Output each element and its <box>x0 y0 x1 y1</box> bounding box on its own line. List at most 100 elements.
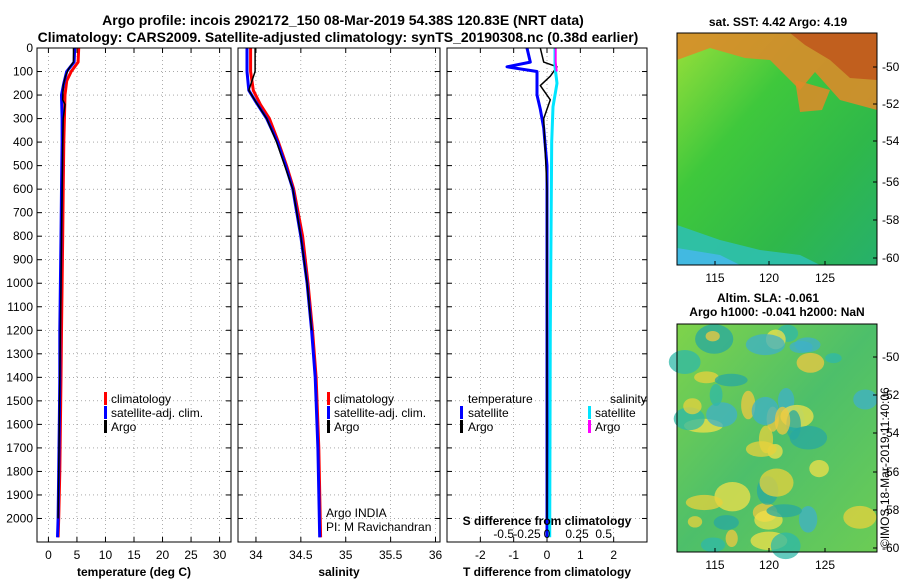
sla-map-frame <box>676 323 878 553</box>
y-tick-label: 1100 <box>7 300 33 314</box>
lon-tick-label: 120 <box>759 558 779 572</box>
series-line-temperature-argo <box>539 47 558 519</box>
x-tick-label: 0 <box>45 548 52 562</box>
lat-tick-label: -56 <box>882 465 900 479</box>
x-tick-label: -2 <box>475 548 486 562</box>
lat-tick-label: -54 <box>882 134 900 148</box>
s-tick-label: -0.25 <box>513 527 541 541</box>
x-tick-label: 2 <box>610 548 617 562</box>
sla-blob <box>725 529 738 548</box>
y-tick-label: 500 <box>13 159 33 173</box>
sst-map-axes: -50 -52 -54 -56 -58 -60 115 120 125 <box>705 60 899 285</box>
x-tick-label: 10 <box>99 548 113 562</box>
sst-patch <box>795 80 830 112</box>
legend-title-temperature: temperature <box>468 392 533 406</box>
sla-blob <box>796 352 825 373</box>
sla-blob <box>687 516 703 528</box>
lat-tick-label: -58 <box>882 503 900 517</box>
legend-swatch-t-argo <box>460 420 463 433</box>
lat-tick-label: -50 <box>882 350 900 364</box>
sla-map-title-line1: Altim. SLA: -0.061 <box>717 291 819 305</box>
legend-title-salinity: salinity <box>610 392 647 406</box>
legend-swatch-s-argo <box>588 420 591 433</box>
lat-tick-label: -60 <box>882 251 900 265</box>
legend-swatch-s-satellite <box>588 406 591 419</box>
x-axis-label: salinity <box>318 565 360 579</box>
sla-map-axes: -50 -52 -54 -56 -58 -60 115 120 125 <box>705 350 899 572</box>
sla-blob <box>705 331 720 342</box>
legend-label-argo: Argo <box>111 420 137 434</box>
temperature-legend: climatology satellite-adj. clim. Argo <box>104 392 203 434</box>
salinity-legend: climatology satellite-adj. clim. Argo <box>327 392 426 434</box>
sst-map-frame <box>676 32 878 266</box>
y-tick-label: 1600 <box>6 417 33 431</box>
sla-blob <box>770 532 801 560</box>
legend-label-climatology: climatology <box>111 392 171 406</box>
x-tick-label: 0 <box>544 548 551 562</box>
sla-map-title-line2: Argo h1000: -0.041 h2000: NaN <box>689 305 864 319</box>
y-tick-label: 1700 <box>6 441 33 455</box>
sla-blob <box>713 515 739 530</box>
legend-swatch-satellite <box>104 406 107 419</box>
series-line-salinity-satellite <box>548 48 559 538</box>
y-tick-label: 1900 <box>6 488 33 502</box>
y-tick-label: 1000 <box>6 276 33 290</box>
difference-legend: temperature salinity satellite Argo sate… <box>460 392 647 434</box>
sla-blob <box>853 389 878 410</box>
legend-label-s-argo: Argo <box>595 420 621 434</box>
series-line-satellite-adj-clim- <box>56 47 77 538</box>
sla-blob <box>714 482 751 512</box>
x-tick-label: 15 <box>127 548 141 562</box>
sst-coldest-region <box>677 248 740 265</box>
x-tick-label: 25 <box>184 548 198 562</box>
y-tick-label: 700 <box>13 206 33 220</box>
s-tick-label: 0.25 <box>565 527 589 541</box>
x-tick-label: 34.5 <box>289 548 313 562</box>
annotation-argo-india: Argo INDIA <box>326 506 387 520</box>
series-line-climatology <box>249 48 323 538</box>
series-line-argo <box>248 48 313 331</box>
y-tick-label: 1800 <box>6 464 33 478</box>
legend-label-t-satellite: satellite <box>468 406 509 420</box>
sla-blob <box>789 425 828 450</box>
y-tick-label: 0 <box>26 41 33 55</box>
lon-tick-label: 115 <box>705 271 724 285</box>
legend-swatch-climatology <box>104 392 107 405</box>
lat-tick-label: -54 <box>882 426 900 440</box>
sla-blob <box>766 504 802 518</box>
sla-blob <box>668 350 701 374</box>
lat-tick-label: -52 <box>882 97 900 111</box>
legend-label-climatology: climatology <box>334 392 394 406</box>
difference-xlabel-top: S difference from climatology <box>463 514 632 528</box>
lat-tick-label: -60 <box>882 541 900 555</box>
sla-blob <box>798 506 818 533</box>
x-tick-label: 35 <box>339 548 353 562</box>
plot-frame <box>36 47 232 543</box>
series-line-argo <box>57 48 75 519</box>
series-line-temperature-satellite <box>505 47 549 538</box>
x-tick-label: 30 <box>213 548 227 562</box>
legend-label-t-argo: Argo <box>468 420 494 434</box>
y-tick-label: 1400 <box>6 370 33 384</box>
legend-label-argo: Argo <box>334 420 360 434</box>
sla-anomaly-blobs <box>668 324 878 560</box>
sla-blob <box>825 353 842 364</box>
s-tick-label: 0 <box>544 527 551 541</box>
lon-tick-label: 120 <box>759 271 779 285</box>
lat-tick-label: -52 <box>882 388 900 402</box>
s-tick-label: 0.5 <box>595 527 612 541</box>
legend-swatch-satellite <box>327 406 330 419</box>
lat-tick-label: -50 <box>882 60 900 74</box>
difference-panel: -2 -1 0 1 2 -0.5 -0.25 0 0.25 0.5 T difference fro… <box>446 47 648 579</box>
y-tick-label: 1200 <box>6 323 33 337</box>
legend-swatch-argo <box>104 420 107 433</box>
x-axis-label: temperature (deg C) <box>77 565 191 579</box>
y-tick-label: 800 <box>13 229 33 243</box>
title-line1: Argo profile: incois 2902172_150 08-Mar-… <box>102 12 584 28</box>
legend-label-satellite: satellite-adj. clim. <box>111 406 203 420</box>
sla-blob <box>745 441 777 457</box>
x-tick-label: 1 <box>577 548 584 562</box>
legend-label-s-satellite: satellite <box>595 406 636 420</box>
y-tick-label: 2000 <box>6 511 33 525</box>
sla-blob <box>694 371 719 384</box>
